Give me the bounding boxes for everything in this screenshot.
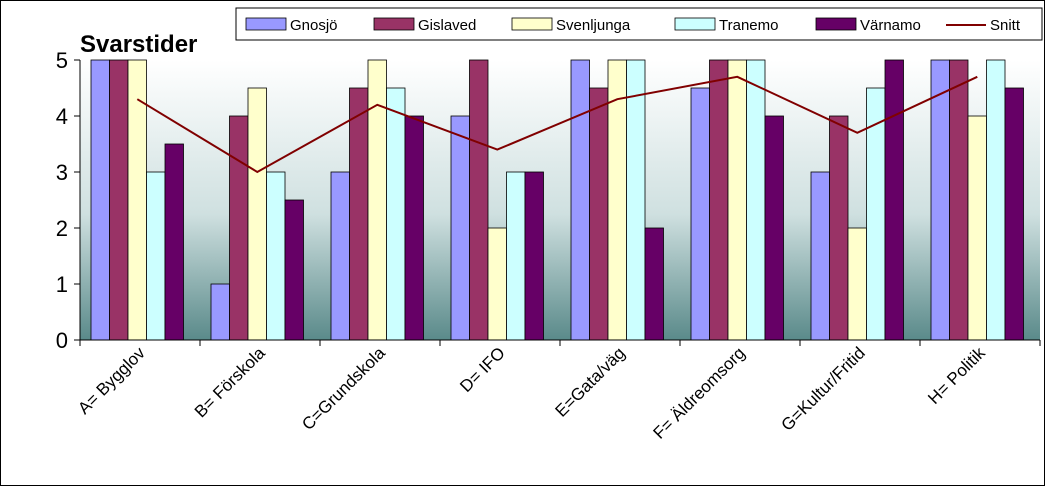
bar-gnosjo-4 [450,115,470,341]
legend-entries: Gnosjö Gislaved Svenljunga Tranemo Värnamo Sn… [245,17,1021,34]
legend-label-gislaved: Gislaved [418,17,476,34]
bar-gnosjo-2 [210,283,230,341]
bar-gislaved-6 [709,59,729,341]
bar-svenljunga-4 [487,227,507,341]
legend-swatch-gnosjo [245,17,287,31]
bar-gislaved-3 [349,87,369,341]
legend-box [235,7,1043,41]
bar-svenljunga-7 [847,227,867,341]
bar-varnamo-4 [524,171,544,341]
y-tick-label-4: 4 [56,104,68,129]
legend-swatch-varnamo [815,17,857,31]
y-tick-label-5: 5 [56,48,68,73]
y-tick-label-3: 3 [56,160,68,185]
y-tick-label-2: 2 [56,216,68,241]
bar-gnosjo-7 [810,171,830,341]
bar-gnosjo-6 [690,87,710,341]
bar-tranemo-4 [506,171,526,341]
bar-svenljunga-2 [247,87,267,341]
bar-svenljunga-6 [727,59,747,341]
y-tick-labels: 0 1 2 3 4 5 [56,48,68,353]
y-tick-label-0: 0 [56,328,68,353]
line-snitt [136,75,978,174]
bar-varnamo-3 [404,115,424,341]
bar-gnosjo-8 [930,59,950,341]
bar-tranemo-8 [986,59,1006,341]
bar-tranemo-5 [626,59,646,341]
bar-gnosjo-1 [90,59,110,341]
legend-label-gnosjo: Gnosjö [290,17,338,34]
bar-svenljunga-8 [967,115,987,341]
legend-label-snitt: Snitt [990,17,1021,34]
y-tick-label-1: 1 [56,272,68,297]
bar-tranemo-3 [386,87,406,341]
bar-varnamo-5 [644,227,664,341]
axes [74,59,1041,346]
legend-label-varnamo: Värnamo [860,17,921,34]
legend-swatch-tranemo [674,17,716,31]
bar-varnamo-2 [284,199,304,341]
bar-gislaved-1 [109,59,129,341]
bar-varnamo-1 [164,143,184,341]
bar-gislaved-7 [829,115,849,341]
bar-gislaved-4 [469,59,489,341]
legend: Gnosjö Gislaved Svenljunga Tranemo Värnamo Sn… [235,7,1043,41]
bar-gislaved-2 [229,115,249,341]
bar-varnamo-7 [884,59,904,341]
average-line-layer [136,75,978,174]
legend-label-tranemo: Tranemo [719,17,778,34]
chart-title: Svarstider [80,31,197,58]
bar-tranemo-7 [866,87,886,341]
bars-layer [90,59,1024,341]
bar-svenljunga-3 [367,59,387,341]
bar-gislaved-5 [589,87,609,341]
bar-varnamo-8 [1004,87,1024,341]
bar-tranemo-1 [146,171,166,341]
bar-tranemo-2 [266,171,286,341]
bar-varnamo-6 [764,115,784,341]
bar-gislaved-8 [949,59,969,341]
bar-tranemo-6 [746,59,766,341]
bar-gnosjo-5 [570,59,590,341]
legend-swatch-svenljunga [511,17,553,31]
legend-swatch-gislaved [373,17,415,31]
legend-label-svenljunga: Svenljunga [556,17,631,34]
bar-gnosjo-3 [330,171,350,341]
